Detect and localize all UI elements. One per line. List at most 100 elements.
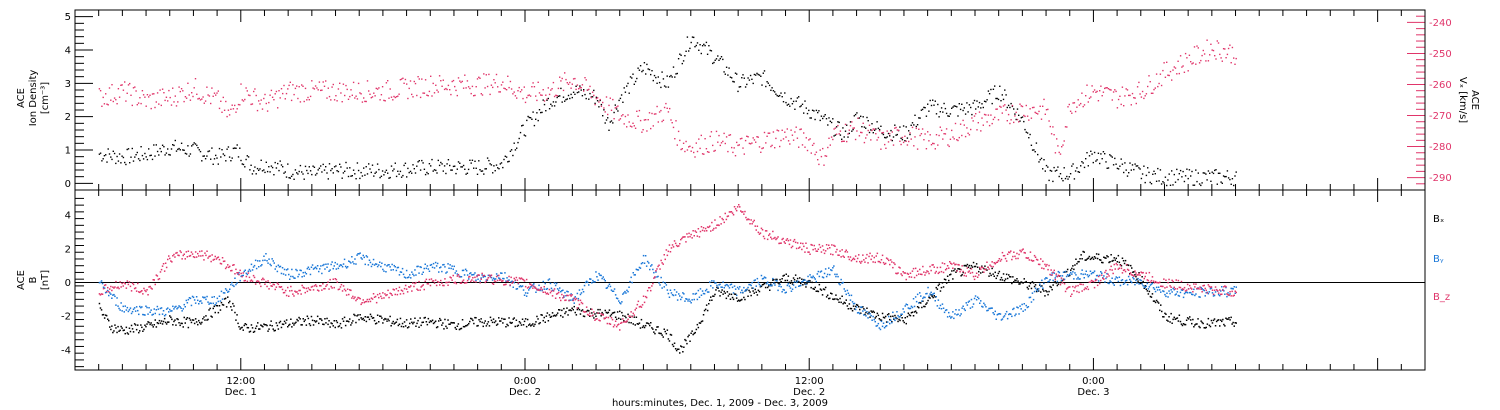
data-point (495, 324, 498, 326)
data-point (989, 307, 991, 310)
data-point (332, 83, 334, 86)
data-point (435, 265, 438, 267)
data-point (298, 316, 300, 319)
data-point (918, 128, 920, 130)
data-point (494, 82, 496, 84)
data-point (130, 156, 132, 158)
data-point (1064, 126, 1067, 128)
data-point (800, 284, 802, 287)
data-point (721, 217, 723, 220)
data-point (601, 277, 603, 280)
data-point (131, 104, 133, 107)
data-point (395, 288, 398, 290)
data-point (921, 273, 923, 276)
data-point (820, 251, 823, 253)
data-point (1151, 293, 1154, 295)
data-point (351, 297, 353, 299)
data-point (793, 279, 796, 281)
data-point (1100, 271, 1102, 273)
data-point (655, 271, 657, 273)
data-point (245, 158, 247, 161)
data-point (1164, 76, 1167, 78)
data-point (206, 250, 208, 252)
data-point (311, 285, 314, 288)
data-point (500, 279, 502, 281)
data-point (516, 288, 519, 290)
data-point (163, 270, 166, 272)
data-point (560, 299, 562, 302)
data-point (936, 266, 939, 269)
data-point (945, 309, 948, 311)
data-point (959, 314, 961, 317)
data-point (451, 279, 453, 281)
data-point (278, 286, 281, 288)
data-point (896, 272, 898, 275)
data-point (758, 146, 761, 148)
data-point (504, 272, 506, 274)
data-point (344, 324, 347, 327)
data-point (475, 86, 477, 88)
data-point (531, 324, 533, 326)
data-point (965, 302, 967, 304)
data-point (644, 324, 647, 327)
data-point (432, 170, 434, 172)
data-point (422, 92, 424, 94)
data-point (485, 168, 487, 170)
data-point (566, 307, 568, 309)
data-point (686, 298, 688, 300)
data-point (390, 325, 392, 327)
data-point (308, 288, 311, 291)
data-point (465, 270, 468, 272)
data-point (719, 144, 721, 147)
data-point (1219, 53, 1221, 56)
data-point (760, 274, 763, 277)
data-point (885, 257, 888, 259)
data-point (155, 274, 158, 276)
data-point (340, 283, 343, 286)
data-point (669, 289, 672, 291)
data-point (427, 317, 430, 320)
data-point (530, 283, 532, 286)
data-point (894, 263, 896, 266)
data-point (1192, 62, 1194, 64)
data-point (490, 84, 493, 86)
data-point (273, 262, 275, 264)
data-point (1181, 324, 1184, 327)
data-point (751, 223, 753, 225)
data-point (693, 332, 695, 335)
data-point (978, 111, 981, 113)
data-point (281, 323, 284, 325)
data-point (1178, 314, 1181, 316)
data-point (1179, 291, 1182, 294)
data-point (598, 106, 600, 108)
data-point (1082, 105, 1084, 108)
data-point (568, 309, 570, 312)
data-point (195, 321, 198, 323)
data-point (1211, 292, 1214, 294)
data-point (795, 280, 798, 282)
data-point (178, 147, 180, 150)
data-point (591, 91, 594, 93)
data-point (934, 148, 936, 150)
data-point (419, 266, 421, 268)
data-point (985, 114, 987, 116)
data-point (878, 130, 881, 132)
data-point (685, 140, 687, 143)
data-point (757, 289, 760, 292)
data-point (1114, 89, 1116, 91)
data-point (1047, 108, 1049, 111)
data-point (116, 103, 118, 105)
data-point (921, 108, 924, 111)
data-point (1128, 172, 1130, 174)
data-point (493, 165, 495, 167)
data-point (280, 164, 283, 166)
data-point (350, 324, 352, 326)
data-point (1107, 256, 1109, 258)
data-point (513, 281, 515, 284)
data-point (379, 292, 381, 295)
data-point (675, 244, 678, 247)
data-point (919, 268, 921, 271)
data-point (694, 156, 696, 158)
data-point (892, 266, 894, 269)
data-point (1222, 175, 1225, 177)
